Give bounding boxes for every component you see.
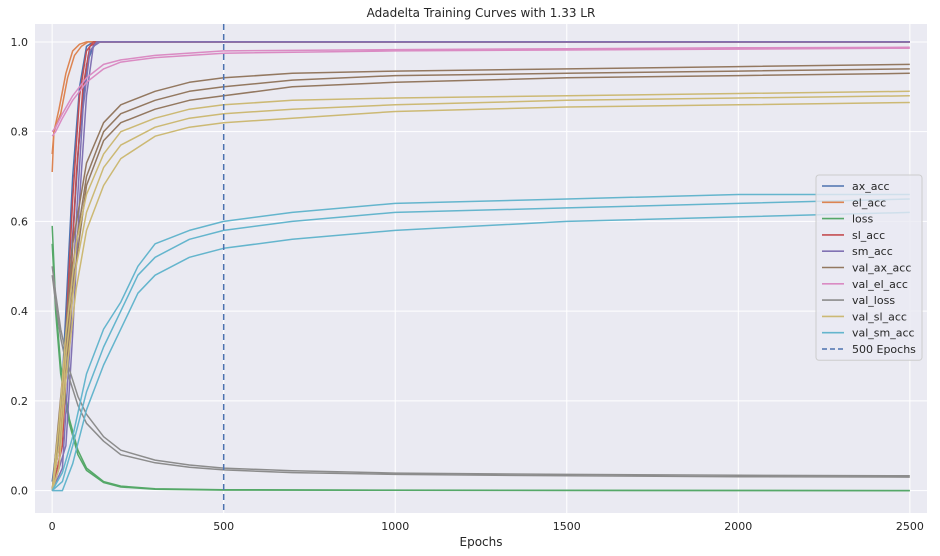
series-line-val-sl-acc-run-1 xyxy=(51,95,910,491)
series-line-val-el-acc-run-1 xyxy=(51,46,910,133)
legend-label: val_loss xyxy=(852,294,895,307)
x-tick-label: 1500 xyxy=(553,520,581,533)
legend-label: val_ax_acc xyxy=(852,262,911,275)
series-line-val-el-acc-run-2 xyxy=(51,47,910,137)
legend-label: sl_acc xyxy=(852,229,885,242)
legend-box xyxy=(815,174,923,361)
plot-area xyxy=(35,24,927,513)
y-tick-label: 1.0 xyxy=(11,36,29,49)
legend-label: el_acc xyxy=(852,196,886,209)
y-tick-labels: 0.0 0.2 0.4 0.6 0.8 1.0 xyxy=(11,36,29,498)
legend-label: 500 Epochs xyxy=(852,343,916,356)
x-axis-label: Epochs xyxy=(460,535,503,549)
y-tick-label: 0.4 xyxy=(11,305,29,318)
series-line-val-sl-acc-run-3 xyxy=(51,101,910,491)
x-tick-label: 2500 xyxy=(896,520,924,533)
x-tick-label: 500 xyxy=(213,520,234,533)
series-line-val-sm-acc-run-1 xyxy=(51,198,910,492)
chart-title: Adadelta Training Curves with 1.33 LR xyxy=(367,6,596,20)
series-line-loss-run-2 xyxy=(51,243,910,492)
series-line-val-sl-acc-run-2 xyxy=(51,90,910,491)
legend-label: loss xyxy=(852,213,874,226)
x-tick-label: 2000 xyxy=(724,520,752,533)
series-line-val-sm-acc-run-2 xyxy=(52,211,910,492)
series-line-val-sm-acc-run-3 xyxy=(51,193,910,491)
x-tick-labels: 0 500 1000 1500 2000 2500 xyxy=(49,520,924,533)
y-tick-label: 0.8 xyxy=(11,126,29,139)
series-line-sm-acc-run-1 xyxy=(51,41,910,491)
legend-label: val_el_acc xyxy=(852,278,908,291)
y-tick-label: 0.0 xyxy=(11,485,29,498)
series-lines xyxy=(51,41,910,492)
series-line-val-ax-acc-run-2 xyxy=(51,63,910,491)
legend-label: ax_acc xyxy=(852,180,890,193)
x-tick-label: 0 xyxy=(49,520,56,533)
series-line-sm-acc-run-2 xyxy=(51,41,910,491)
legend-label: val_sl_acc xyxy=(852,310,907,323)
x-tick-label: 1000 xyxy=(381,520,409,533)
y-tick-label: 0.2 xyxy=(11,395,29,408)
legend-label: sm_acc xyxy=(852,245,893,258)
legend-label: val_sm_acc xyxy=(852,327,915,340)
y-tick-label: 0.6 xyxy=(11,215,29,228)
